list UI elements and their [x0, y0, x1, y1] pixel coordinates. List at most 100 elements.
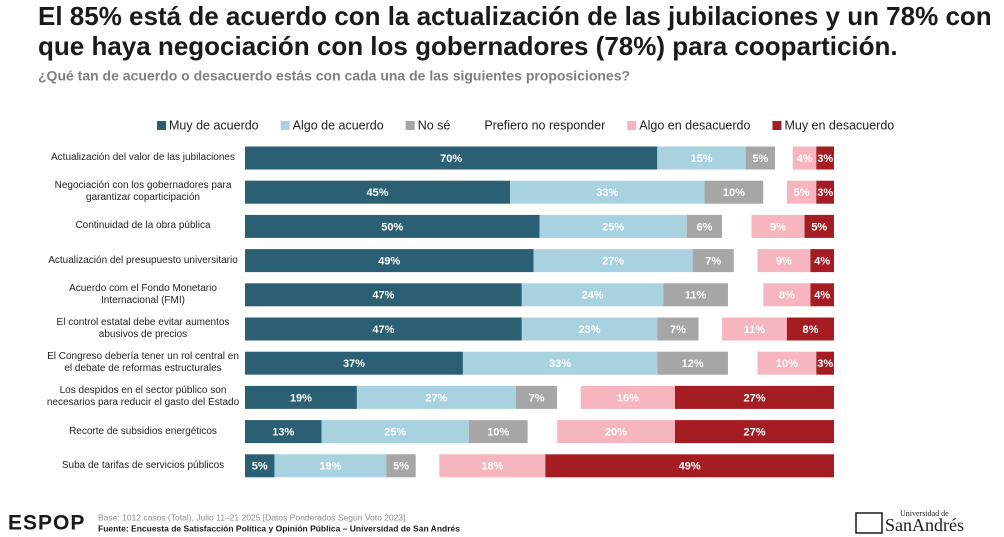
bar-segment: [386, 454, 416, 478]
value-label: 3%: [817, 153, 833, 165]
bar-segment: [816, 146, 834, 170]
category-label: Acuerdo com el Fondo Monetario Internaci…: [69, 282, 217, 306]
footer-source: Fuente: Encuesta de Satisfacción Polític…: [98, 523, 460, 533]
value-label: 9%: [770, 221, 786, 233]
legend-swatch: [772, 121, 782, 130]
bar-segment: [722, 214, 752, 238]
legend-label: Muy en desacuerdo: [784, 118, 894, 132]
category-label: Negociación con los gobernadores para ga…: [54, 180, 232, 204]
legend-label: Muy de acuerdo: [169, 118, 259, 132]
value-label: 10%: [776, 358, 798, 370]
value-label: 5%: [393, 461, 409, 473]
title-line: que haya negociación con los gobernadore…: [38, 31, 898, 61]
value-label: 11%: [685, 290, 707, 302]
bar-segment: [804, 214, 834, 238]
legend-label: Algo de acuerdo: [293, 118, 384, 132]
bar-segment: [786, 180, 817, 204]
value-label: 47%: [372, 290, 394, 302]
category-label: El control estatal debe evitar aumentos …: [56, 317, 230, 340]
bar-segment: [757, 249, 811, 273]
bar-segment: [468, 420, 528, 444]
bar-segment: [527, 420, 558, 444]
value-label: 10%: [723, 187, 745, 199]
value-label: 4%: [814, 256, 830, 268]
category-label: Suba de tarifas de servicios públicos: [61, 459, 225, 471]
bar-segment: [692, 249, 734, 273]
legend-swatch: [472, 121, 482, 130]
bar-segment: [245, 249, 534, 273]
category-label: Continuidad de la obra pública: [75, 220, 211, 232]
bar-segment: [663, 283, 728, 307]
bar-segment: [810, 283, 834, 307]
bar-segment: [245, 317, 522, 341]
value-label: 23%: [579, 324, 601, 336]
bar-segment: [245, 180, 511, 204]
bar-segment: [245, 454, 275, 478]
bar-segment: [792, 146, 817, 170]
bar-segment: [245, 214, 540, 238]
bar-segment: [462, 351, 658, 375]
value-label: 11%: [744, 324, 766, 336]
bar-segment: [439, 454, 546, 478]
value-label: 50%: [381, 221, 403, 233]
value-label: 12%: [682, 358, 704, 370]
legend-label: No sé: [418, 118, 451, 132]
bar-segment: [539, 214, 687, 238]
value-label: 20%: [605, 427, 627, 439]
bar-segment: [245, 146, 658, 170]
value-label: 24%: [581, 290, 603, 302]
value-label: 15%: [690, 153, 712, 165]
bar-segment: [245, 283, 522, 307]
bar-segment: [245, 351, 463, 375]
category-label: Recorte de subsidios energéticos: [69, 425, 217, 437]
bar-segment: [521, 283, 664, 307]
bar-segment: [727, 351, 758, 375]
value-label: 27%: [602, 256, 624, 268]
bar-segment: [745, 146, 776, 170]
value-label: 47%: [372, 324, 394, 336]
value-label: 5%: [794, 187, 810, 199]
bar-segment: [786, 317, 834, 341]
bar-segment: [245, 385, 357, 409]
bar-segment: [557, 420, 675, 444]
value-label: 8%: [802, 324, 818, 336]
university-small: Universidad de: [900, 509, 949, 518]
category-label: Actualización del valor de las jubilacio…: [51, 152, 235, 163]
bar-segment: [657, 351, 728, 375]
bar-segment: [515, 385, 558, 409]
value-label: 9%: [776, 256, 792, 268]
bar-segment: [674, 385, 834, 409]
bar-segment: [245, 420, 322, 444]
value-label: 25%: [384, 427, 406, 439]
crest: [855, 512, 883, 534]
bar-segment: [545, 454, 834, 478]
bar-segment: [757, 351, 817, 375]
value-label: 19%: [319, 461, 341, 473]
bar-segment: [763, 283, 811, 307]
value-label: 4%: [814, 290, 830, 302]
legend-swatch: [280, 121, 290, 130]
bar-segment: [775, 146, 793, 170]
bar-segment: [415, 454, 440, 478]
value-label: 33%: [549, 358, 571, 370]
legend-swatch: [627, 121, 637, 130]
subtitle: ¿Qué tan de acuerdo o desacuerdo estás c…: [38, 68, 630, 84]
bar-segment: [657, 146, 746, 170]
bar-segment: [321, 420, 469, 444]
value-label: 27%: [743, 392, 765, 404]
bar-segment: [816, 351, 834, 375]
bar-segment: [704, 180, 764, 204]
bar-segment: [521, 317, 658, 341]
bar-segment: [657, 317, 699, 341]
value-label: 27%: [425, 392, 447, 404]
bar-segment: [580, 385, 675, 409]
university: SanAndrés: [885, 515, 964, 535]
bar-segment: [533, 249, 693, 273]
legend-swatch: [157, 121, 166, 130]
value-label: 25%: [602, 221, 624, 233]
bar-segment: [510, 180, 705, 204]
legend-swatch: [405, 121, 415, 130]
value-label: 5%: [811, 221, 827, 233]
category-label: Actualización del presupuesto universita…: [48, 254, 238, 266]
